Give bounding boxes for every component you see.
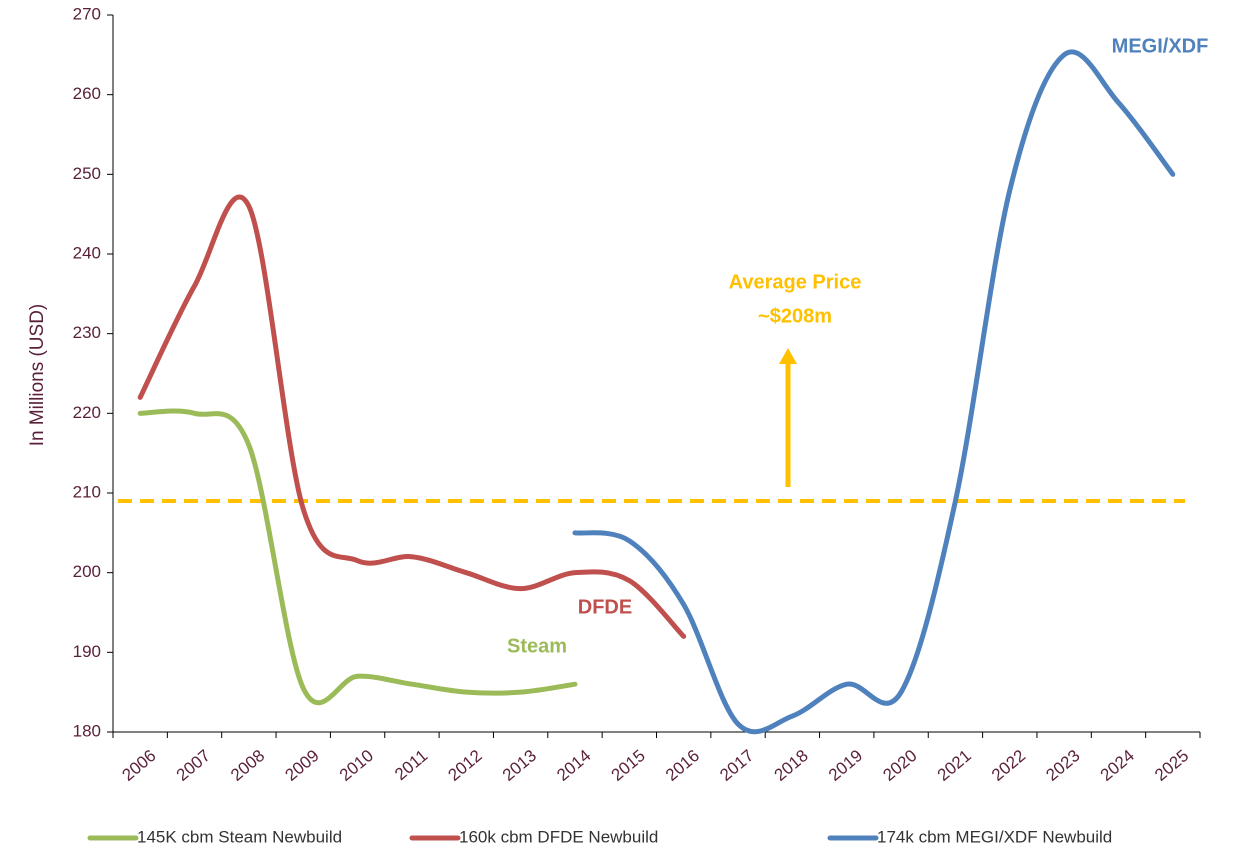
x-tick-label: 2022 xyxy=(988,746,1029,785)
x-tick-label: 2012 xyxy=(445,746,486,785)
x-tick-label: 2010 xyxy=(336,746,377,785)
legend-label: 145K cbm Steam Newbuild xyxy=(137,827,342,846)
series-line xyxy=(572,49,1176,735)
legend-label: 174k cbm MEGI/XDF Newbuild xyxy=(877,827,1112,846)
series-annotation: MEGI/XDF xyxy=(1112,35,1209,57)
y-axis-label: In Millions (USD) xyxy=(27,304,48,447)
x-tick-label: 2019 xyxy=(825,746,866,785)
x-tick-label: 2013 xyxy=(499,746,540,785)
x-tick-label: 2016 xyxy=(662,746,703,785)
x-tick-label: 2018 xyxy=(771,746,812,785)
y-tick-label: 190 xyxy=(73,642,101,661)
x-tick-label: 2014 xyxy=(553,746,594,785)
y-tick-label: 230 xyxy=(73,323,101,342)
x-tick-label: 2006 xyxy=(118,746,159,785)
average-label: Average Price xyxy=(729,271,862,293)
y-tick-label: 220 xyxy=(73,403,101,422)
average-sublabel: ~$208m xyxy=(758,305,832,327)
x-tick-label: 2025 xyxy=(1151,746,1192,785)
x-tick-label: 2023 xyxy=(1042,746,1083,785)
x-tick-label: 2009 xyxy=(281,746,322,785)
y-tick-label: 270 xyxy=(73,4,101,23)
series-line xyxy=(137,408,578,706)
x-tick-label: 2020 xyxy=(879,746,920,785)
legend-label: 160k cbm DFDE Newbuild xyxy=(459,827,658,846)
y-tick-label: 210 xyxy=(73,482,101,501)
x-tick-label: 2024 xyxy=(1097,746,1138,785)
average-arrowhead xyxy=(779,348,797,364)
x-tick-label: 2015 xyxy=(608,746,649,785)
x-tick-label: 2008 xyxy=(227,746,268,785)
series-annotation: Steam xyxy=(507,635,567,657)
x-tick-label: 2021 xyxy=(934,746,975,785)
y-tick-label: 200 xyxy=(73,562,101,581)
x-tick-label: 2017 xyxy=(716,746,757,785)
y-tick-label: 260 xyxy=(73,84,101,103)
y-tick-label: 180 xyxy=(73,721,101,740)
series-annotation: DFDE xyxy=(578,596,632,618)
y-tick-label: 240 xyxy=(73,243,101,262)
x-tick-label: 2007 xyxy=(173,746,214,785)
series-line xyxy=(137,194,687,639)
x-tick-label: 2011 xyxy=(391,746,431,784)
y-tick-label: 250 xyxy=(73,164,101,183)
